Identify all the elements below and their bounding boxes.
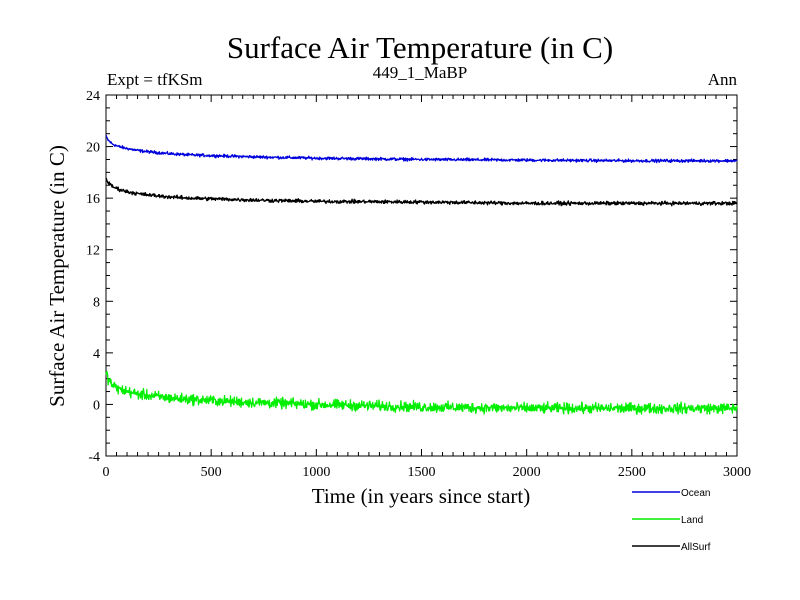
x-tick-label: 1000 — [302, 465, 330, 480]
x-axis-label: Time (in years since start) — [312, 484, 531, 508]
season-label: Ann — [708, 70, 738, 89]
x-tick-label: 3000 — [723, 465, 751, 480]
x-tick-label: 2000 — [513, 465, 541, 480]
legend-label-land: Land — [681, 515, 703, 526]
y-tick-label: 16 — [86, 192, 100, 207]
run-label: 449_1_MaBP — [373, 63, 467, 82]
legend-label-ocean: Ocean — [681, 488, 710, 499]
x-tick-label: 1500 — [408, 465, 436, 480]
y-tick-label: 0 — [93, 398, 100, 413]
x-tick-label: 500 — [201, 465, 222, 480]
series-line-land — [105, 370, 738, 415]
y-tick-label: 4 — [93, 347, 100, 362]
y-axis-label: Surface Air Temperature (in C) — [45, 145, 69, 407]
y-tick-label: -4 — [88, 450, 100, 465]
y-tick-label: 24 — [86, 89, 100, 104]
series-lines — [105, 135, 738, 415]
legend: Ocean Land AllSurf — [632, 488, 711, 553]
experiment-label: Expt = tfKSm — [107, 70, 203, 89]
series-line-allsurf — [105, 177, 738, 207]
series-line-ocean — [105, 135, 738, 164]
chart-title: Surface Air Temperature (in C) — [227, 30, 613, 65]
y-tick-label: 8 — [93, 295, 100, 310]
x-tick-label: 2500 — [618, 465, 646, 480]
x-tick-label: 0 — [103, 465, 110, 480]
y-tick-label: 12 — [86, 244, 100, 259]
legend-label-allsurf: AllSurf — [681, 542, 711, 553]
y-tick-label: 20 — [86, 141, 100, 156]
